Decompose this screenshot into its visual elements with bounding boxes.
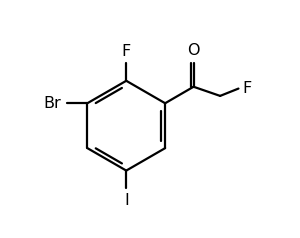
Text: F: F <box>242 81 251 96</box>
Text: F: F <box>122 44 131 59</box>
Text: Br: Br <box>43 96 61 111</box>
Text: I: I <box>124 193 129 208</box>
Text: O: O <box>187 43 200 58</box>
